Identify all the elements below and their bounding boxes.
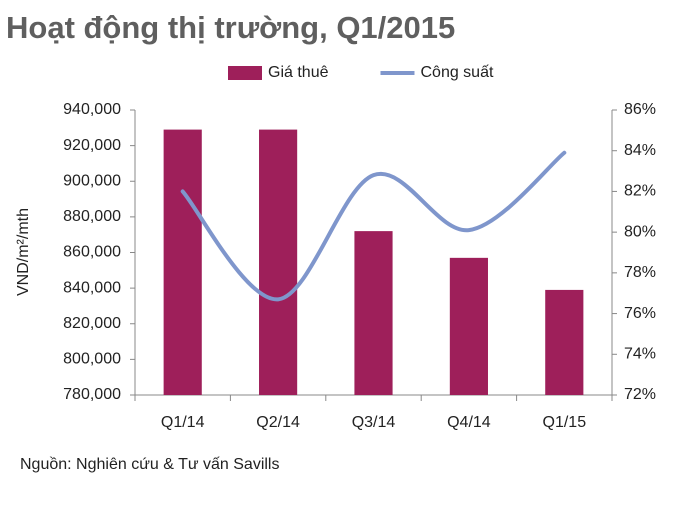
y-tick-label: 800,000 xyxy=(63,351,121,368)
y2-tick-label: 86% xyxy=(624,101,656,118)
y2-tick-label: 72% xyxy=(624,386,656,403)
y-tick-label: 880,000 xyxy=(63,208,121,225)
bar xyxy=(354,231,393,395)
y-tick-label: 900,000 xyxy=(63,172,121,189)
x-tick-label: Q3/14 xyxy=(352,414,396,431)
x-tick-label: Q4/14 xyxy=(447,414,491,431)
legend-label: Giá thuê xyxy=(268,64,329,81)
y2-tick-label: 74% xyxy=(624,346,656,363)
source-note: Nguồn: Nghiên cứu & Tư vấn Savills xyxy=(20,456,279,473)
bar xyxy=(545,289,584,395)
legend-label: Công suất xyxy=(420,64,493,81)
x-tick-label: Q1/15 xyxy=(543,414,587,431)
bar xyxy=(163,129,202,395)
chart-title: Hoạt động thị trường, Q1/2015 xyxy=(6,10,455,45)
y2-tick-label: 84% xyxy=(624,142,656,159)
y2-tick-label: 80% xyxy=(624,223,656,240)
x-tick-label: Q2/14 xyxy=(256,414,300,431)
y2-tick-label: 82% xyxy=(624,183,656,200)
line-series xyxy=(180,150,567,302)
legend-swatch xyxy=(228,66,262,80)
y-axis-label: VND/m²/mth xyxy=(15,208,32,296)
bar xyxy=(449,257,488,395)
y-tick-label: 840,000 xyxy=(63,279,121,296)
y-tick-label: 860,000 xyxy=(63,244,121,261)
x-tick-label: Q1/14 xyxy=(161,414,205,431)
y-tick-label: 920,000 xyxy=(63,137,121,154)
bar xyxy=(259,129,298,395)
y-tick-label: 780,000 xyxy=(63,386,121,403)
y-tick-label: 820,000 xyxy=(63,315,121,332)
y2-tick-label: 78% xyxy=(624,264,656,281)
y-tick-label: 940,000 xyxy=(63,101,121,118)
y2-tick-label: 76% xyxy=(624,305,656,322)
